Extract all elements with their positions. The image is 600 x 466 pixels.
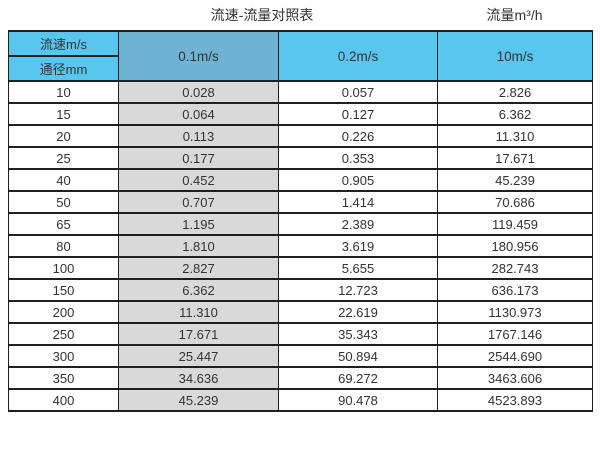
header-row-top: 流速m/s 0.1m/s 0.2m/s 10m/s: [8, 30, 593, 82]
header-col-velocity-0-1: 0.1m/s: [118, 30, 279, 82]
flow-value-cell: 17.671: [437, 146, 593, 170]
header-row-bottom: 通径mm: [8, 55, 593, 82]
diameter-cell: 200: [8, 300, 119, 324]
flow-value-cell: 1767.146: [437, 322, 593, 346]
table-row: 350 34.636 69.272 3463.606: [8, 366, 593, 390]
table-row: 40 0.452 0.905 45.239: [8, 168, 593, 192]
flow-value-cell: 3.619: [278, 234, 438, 258]
flow-value-cell: 70.686: [437, 190, 593, 214]
flow-value-cell: 2.389: [278, 212, 438, 236]
table-row: 65 1.195 2.389 119.459: [8, 212, 593, 236]
flow-value-cell: 0.127: [278, 102, 438, 126]
table-title: 流速-流量对照表: [210, 7, 314, 23]
flow-value-cell: 0.113: [118, 124, 279, 148]
diameter-cell: 10: [8, 80, 119, 104]
flow-value-cell: 25.447: [118, 344, 279, 368]
diameter-cell: 65: [8, 212, 119, 236]
diameter-cell: 40: [8, 168, 119, 192]
table-header: 流速m/s 0.1m/s 0.2m/s 10m/s 通径mm: [8, 30, 593, 82]
flow-value-cell: 11.310: [437, 124, 593, 148]
flow-value-cell: 17.671: [118, 322, 279, 346]
diameter-cell: 50: [8, 190, 119, 214]
flow-value-cell: 34.636: [118, 366, 279, 390]
diameter-cell: 80: [8, 234, 119, 258]
diameter-cell: 300: [8, 344, 119, 368]
flow-value-cell: 22.619: [278, 300, 438, 324]
flow-value-cell: 5.655: [278, 256, 438, 280]
diameter-cell: 100: [8, 256, 119, 280]
flow-value-cell: 0.707: [118, 190, 279, 214]
diameter-cell: 350: [8, 366, 119, 390]
table-row: 250 17.671 35.343 1767.146: [8, 322, 593, 346]
flow-value-cell: 2.827: [118, 256, 279, 280]
flow-value-cell: 0.353: [278, 146, 438, 170]
flow-value-cell: 119.459: [437, 212, 593, 236]
table-row: 25 0.177 0.353 17.671: [8, 146, 593, 170]
table-row: 200 11.310 22.619 1130.973: [8, 300, 593, 324]
table-row: 15 0.064 0.127 6.362: [8, 102, 593, 126]
header-col-velocity-10: 10m/s: [437, 30, 593, 82]
flow-value-cell: 90.478: [278, 388, 438, 412]
flow-value-cell: 0.452: [118, 168, 279, 192]
flow-value-cell: 2544.690: [437, 344, 593, 368]
diameter-cell: 250: [8, 322, 119, 346]
flow-table: 流速m/s 0.1m/s 0.2m/s 10m/s 通径mm 10 0.028 0.…: [8, 30, 593, 412]
flow-value-cell: 0.177: [118, 146, 279, 170]
flow-value-cell: 282.743: [437, 256, 593, 280]
flow-value-cell: 0.064: [118, 102, 279, 126]
flow-value-cell: 2.826: [437, 80, 593, 104]
flow-unit-label: 流量m³/h: [486, 7, 543, 23]
header-col-velocity-0-2: 0.2m/s: [278, 30, 438, 82]
flow-value-cell: 69.272: [278, 366, 438, 390]
flow-value-cell: 3463.606: [437, 366, 593, 390]
flow-value-cell: 6.362: [437, 102, 593, 126]
table-row: 20 0.113 0.226 11.310: [8, 124, 593, 148]
flow-value-cell: 1.195: [118, 212, 279, 236]
header-diameter-label: 通径mm: [8, 55, 119, 82]
flow-value-cell: 1.414: [278, 190, 438, 214]
flow-value-cell: 35.343: [278, 322, 438, 346]
table-row: 80 1.810 3.619 180.956: [8, 234, 593, 258]
table-row: 150 6.362 12.723 636.173: [8, 278, 593, 302]
table-row: 400 45.239 90.478 4523.893: [8, 388, 593, 412]
table-row: 300 25.447 50.894 2544.690: [8, 344, 593, 368]
flow-value-cell: 1.810: [118, 234, 279, 258]
diameter-cell: 15: [8, 102, 119, 126]
diameter-cell: 400: [8, 388, 119, 412]
flow-value-cell: 6.362: [118, 278, 279, 302]
diameter-cell: 20: [8, 124, 119, 148]
flow-value-cell: 0.226: [278, 124, 438, 148]
diameter-cell: 150: [8, 278, 119, 302]
flow-value-cell: 0.905: [278, 168, 438, 192]
flow-value-cell: 1130.973: [437, 300, 593, 324]
flow-value-cell: 0.057: [278, 80, 438, 104]
table-row: 100 2.827 5.655 282.743: [8, 256, 593, 280]
flow-value-cell: 636.173: [437, 278, 593, 302]
table-row: 50 0.707 1.414 70.686: [8, 190, 593, 214]
flow-value-cell: 45.239: [437, 168, 593, 192]
caption-row: 流速-流量对照表 流量m³/h: [0, 0, 600, 30]
table-row: 10 0.028 0.057 2.826: [8, 80, 593, 104]
flow-value-cell: 50.894: [278, 344, 438, 368]
flow-value-cell: 12.723: [278, 278, 438, 302]
diameter-cell: 25: [8, 146, 119, 170]
flow-value-cell: 180.956: [437, 234, 593, 258]
header-velocity-label: 流速m/s: [8, 30, 119, 57]
flow-value-cell: 11.310: [118, 300, 279, 324]
flow-value-cell: 45.239: [118, 388, 279, 412]
flow-value-cell: 0.028: [118, 80, 279, 104]
flow-value-cell: 4523.893: [437, 388, 593, 412]
table-body: 10 0.028 0.057 2.826 15 0.064 0.127 6.362 20 0.11…: [8, 80, 593, 412]
